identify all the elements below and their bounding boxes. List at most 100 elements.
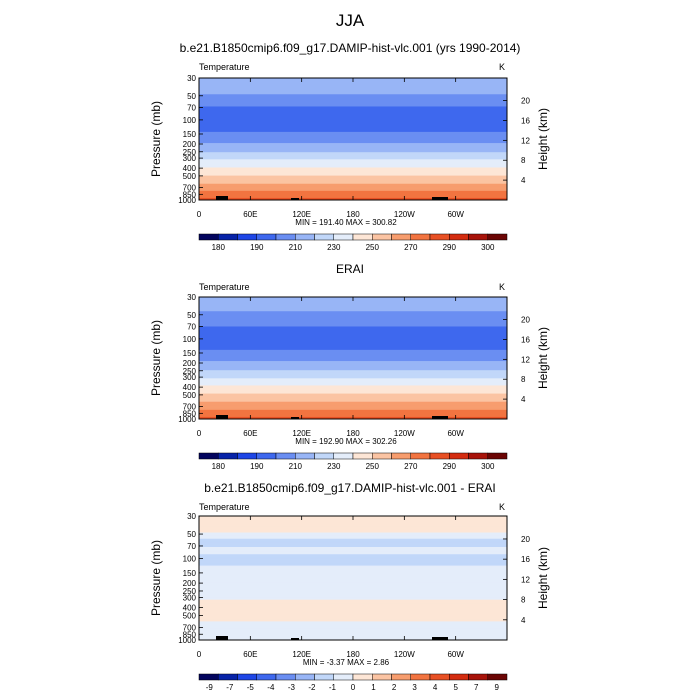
y-tick-label: 100 [183,335,197,344]
contour-band [199,111,507,114]
contour-band [199,538,507,541]
contour-band [199,367,507,369]
y-tick-label: 850 [183,630,197,639]
contour-band [199,592,507,595]
contour-band [199,567,507,570]
y-tick-label: 50 [187,92,196,101]
contour-band [199,540,507,543]
colorbar-swatch [314,673,334,681]
variable-label: Temperature [199,502,250,512]
contour-band [199,389,507,392]
contour-band [199,523,507,525]
contour-band [199,327,507,330]
y2-tick-label: 4 [521,395,526,404]
colorbar-swatch [468,233,488,241]
y-tick-label: 50 [187,530,196,539]
contour-band [199,561,507,564]
contour-band [199,159,507,161]
contour-band [199,98,507,100]
contour-band [199,322,507,325]
colorbar-swatch [468,673,488,681]
contour-band [199,548,507,550]
contour-band [199,372,507,374]
contour-band [199,628,507,631]
contour-band [199,147,507,149]
terrain [432,416,448,419]
y2-tick-label: 12 [521,355,530,364]
contour-band [199,553,507,555]
contour-band [199,593,507,596]
y-tick-label: 700 [183,184,197,193]
contour-band [199,187,507,190]
contour-band [199,398,507,401]
contour-band [199,409,507,412]
contour-band [199,578,507,580]
contour-band [199,613,507,615]
contour-band [199,371,507,373]
contour-band [199,329,507,332]
contour-band [199,375,507,377]
contour-band [199,527,507,529]
contour-band [199,320,507,322]
contour-band [199,535,507,538]
colorbar-swatch [333,452,354,460]
contour-band [199,402,507,405]
colorbar-label: 230 [327,243,341,252]
contour-band [199,132,507,135]
colorbar-swatch [429,233,450,241]
contour-band [199,539,507,542]
contour-band [199,117,507,120]
terrain [291,198,299,200]
contour-band [199,163,507,166]
contour-band [199,632,507,635]
contour-band [199,332,507,335]
contour-band [199,385,507,388]
contour-band [199,319,507,321]
colorbar-label: 270 [404,462,418,471]
x-tick-label: 120E [292,429,311,438]
x-tick-label: 60W [447,429,464,438]
contour-band [199,386,507,389]
contour-band [199,598,507,601]
y-tick-label: 1000 [178,636,196,645]
contour-band [199,570,507,573]
contour-band [199,154,507,156]
contour-band [199,355,507,358]
y-tick-label: 200 [183,359,197,368]
contour-band [199,335,507,338]
contour-band [199,631,507,634]
colorbar-swatch [295,233,315,241]
contour-band [199,557,507,559]
colorbar-label: 290 [443,243,457,252]
x-tick-label: 120W [394,210,415,219]
colorbar-swatch [218,452,238,460]
contour-band [199,530,507,533]
y2-tick-label: 16 [521,555,530,564]
contour-band [199,369,507,371]
contour-band [199,352,507,355]
contour-band [199,185,507,188]
contour-band [199,342,507,345]
colorbar-swatch [256,452,277,460]
contour-band [199,531,507,534]
contour-band [199,339,507,342]
contour-band [199,304,507,306]
contour-band [199,630,507,633]
x-tick-label: 120W [394,650,415,659]
contour-band [199,615,507,617]
contour-band [199,175,507,178]
contour-band [199,612,507,614]
contour-band [199,397,507,400]
x-tick-label: 60E [243,429,257,438]
contour-band [199,135,507,138]
contour-band [199,315,507,317]
y2-tick-label: 12 [521,136,530,145]
colorbar-swatch [352,673,373,681]
contour-band [199,408,507,411]
colorbar-label: -3 [288,683,296,692]
colorbar-label: 270 [404,243,418,252]
contour-band [199,126,507,129]
contour-band [199,310,507,312]
contour-band [199,102,507,105]
x-tick-label: 0 [197,650,202,659]
